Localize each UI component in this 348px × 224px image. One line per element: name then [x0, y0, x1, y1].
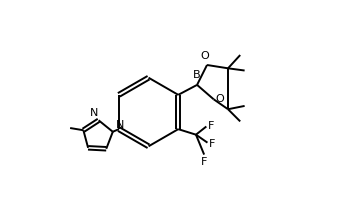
Text: O: O [201, 52, 209, 61]
Text: F: F [209, 138, 216, 149]
Text: N: N [90, 108, 98, 118]
Text: O: O [215, 94, 224, 104]
Text: B: B [193, 70, 201, 80]
Text: F: F [208, 121, 214, 131]
Text: N: N [116, 120, 124, 130]
Text: F: F [200, 157, 207, 167]
